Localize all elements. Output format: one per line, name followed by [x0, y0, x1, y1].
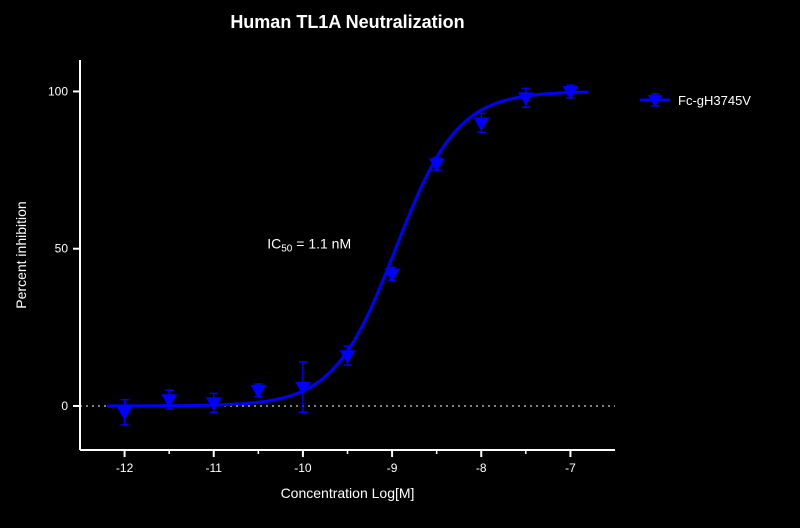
- x-tick-label: -12: [116, 461, 134, 475]
- y-tick-label: 0: [61, 399, 68, 413]
- data-marker: [118, 407, 132, 419]
- x-tick-label: -11: [206, 461, 223, 475]
- data-marker: [519, 93, 533, 105]
- x-axis-label: Concentration Log[M]: [281, 485, 415, 501]
- y-tick-label: 50: [55, 242, 69, 256]
- chart-container: Human TL1A Neutralization -12 -11 -10 -9 -8 -7…: [0, 0, 800, 528]
- chart-title: Human TL1A Neutralization: [230, 12, 464, 32]
- legend-label: Fc-gH3745V: [678, 93, 751, 108]
- x-tick-label: -9: [387, 461, 398, 475]
- y-tick-label: 100: [48, 84, 68, 98]
- data-marker: [385, 269, 399, 281]
- x-tick-label: -10: [294, 461, 312, 475]
- svg-text:IC50 = 1.1 nM: IC50 = 1.1 nM: [267, 236, 351, 255]
- dose-response-chart: Human TL1A Neutralization -12 -11 -10 -9 -8 -7…: [0, 0, 800, 528]
- ic50-annotation: IC50 = 1.1 nM: [267, 236, 351, 255]
- legend: Fc-gH3745V: [640, 93, 751, 108]
- x-tick-label: -8: [476, 461, 487, 475]
- x-tick-label: -7: [565, 461, 576, 475]
- y-axis-label: Percent inhibition: [13, 201, 29, 308]
- data-marker: [251, 385, 265, 397]
- data-marker: [474, 118, 488, 130]
